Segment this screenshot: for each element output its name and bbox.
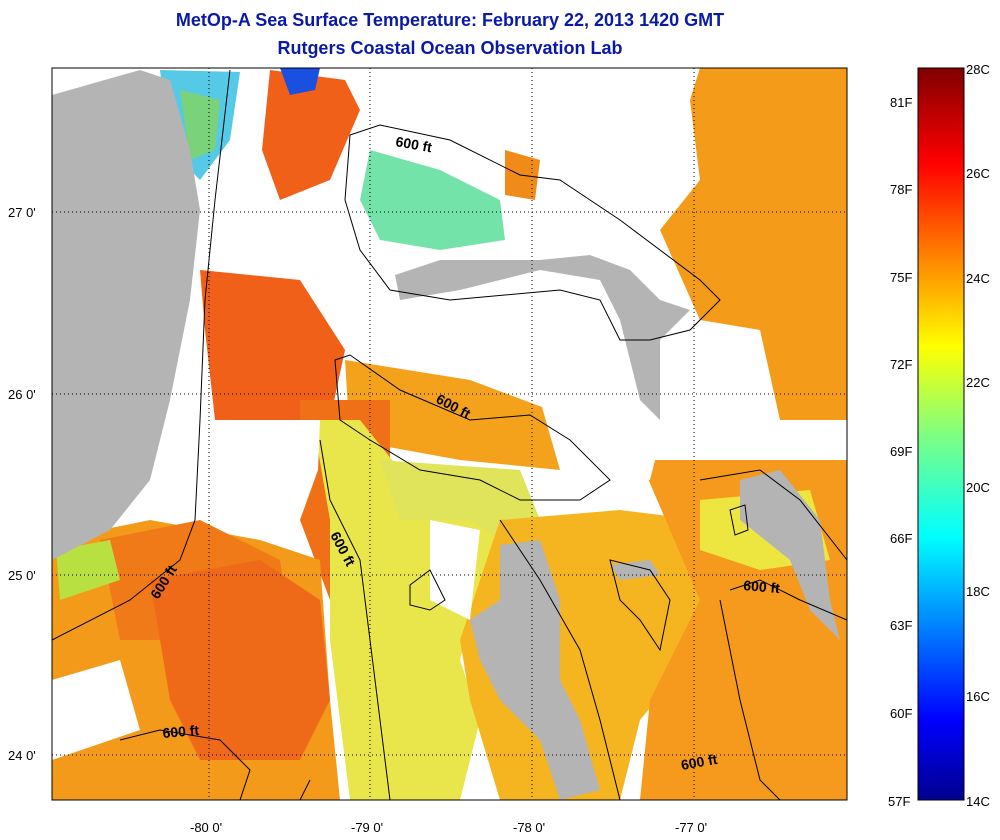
- f-label: 75F: [890, 270, 912, 285]
- grid-lines: [52, 68, 847, 800]
- y-tick-label: 25 0': [8, 568, 36, 583]
- f-label: 63F: [890, 618, 912, 633]
- c-label: 14C: [966, 794, 990, 809]
- depth-contours: [52, 69, 847, 800]
- y-tick-label: 26 0': [8, 387, 36, 402]
- y-tick-label: 27 0': [8, 205, 36, 220]
- f-label: 81F: [890, 95, 912, 110]
- sst-field: [52, 68, 847, 800]
- c-label: 22C: [966, 375, 990, 390]
- c-label: 16C: [966, 689, 990, 704]
- new-providence: [610, 560, 660, 580]
- colorbar-fahrenheit-labels: 81F 78F 75F 72F 69F 66F 63F 60F 57F: [888, 95, 912, 809]
- c-label: 18C: [966, 584, 990, 599]
- x-axis: -80 0' -79 0' -78 0' -77 0': [190, 820, 707, 835]
- map-title: MetOp-A Sea Surface Temperature: Februar…: [175, 10, 725, 30]
- f-label: 78F: [890, 182, 912, 197]
- grand-bahama-abaco: [395, 255, 700, 420]
- f-label: 66F: [890, 531, 912, 546]
- eleuthera: [740, 470, 840, 640]
- cloud-mask: [52, 300, 847, 760]
- contour-label: 600 ft: [680, 751, 719, 773]
- c-label: 26C: [966, 166, 990, 181]
- colorbar-celsius-labels: 28C 26C 24C 22C 20C 18C 16C 14C: [966, 62, 990, 809]
- y-tick-label: 24 0': [8, 748, 36, 763]
- f-label: 57F: [888, 794, 910, 809]
- florida-land: [52, 70, 200, 560]
- map-plot-area: [52, 68, 847, 800]
- contour-label: 600 ft: [743, 577, 781, 596]
- x-tick-label: -78 0': [513, 820, 545, 835]
- c-label: 28C: [966, 62, 990, 77]
- x-tick-label: -80 0': [190, 820, 222, 835]
- y-axis: 27 0' 26 0' 25 0' 24 0': [8, 205, 36, 763]
- x-tick-label: -77 0': [675, 820, 707, 835]
- x-tick-label: -79 0': [351, 820, 383, 835]
- f-label: 72F: [890, 357, 912, 372]
- c-label: 20C: [966, 480, 990, 495]
- f-label: 69F: [890, 444, 912, 459]
- colorbar: 81F 78F 75F 72F 69F 66F 63F 60F 57F 28C …: [888, 62, 990, 809]
- map-subtitle: Rutgers Coastal Ocean Observation Lab: [277, 38, 623, 58]
- andros-island: [470, 540, 600, 800]
- contour-label: 600 ft: [394, 133, 433, 155]
- contour-label: 600 ft: [162, 722, 200, 741]
- colorbar-scale: [917, 67, 965, 801]
- land: [52, 70, 840, 800]
- f-label: 60F: [890, 706, 912, 721]
- map-frame: [51, 67, 848, 801]
- c-label: 24C: [966, 271, 990, 286]
